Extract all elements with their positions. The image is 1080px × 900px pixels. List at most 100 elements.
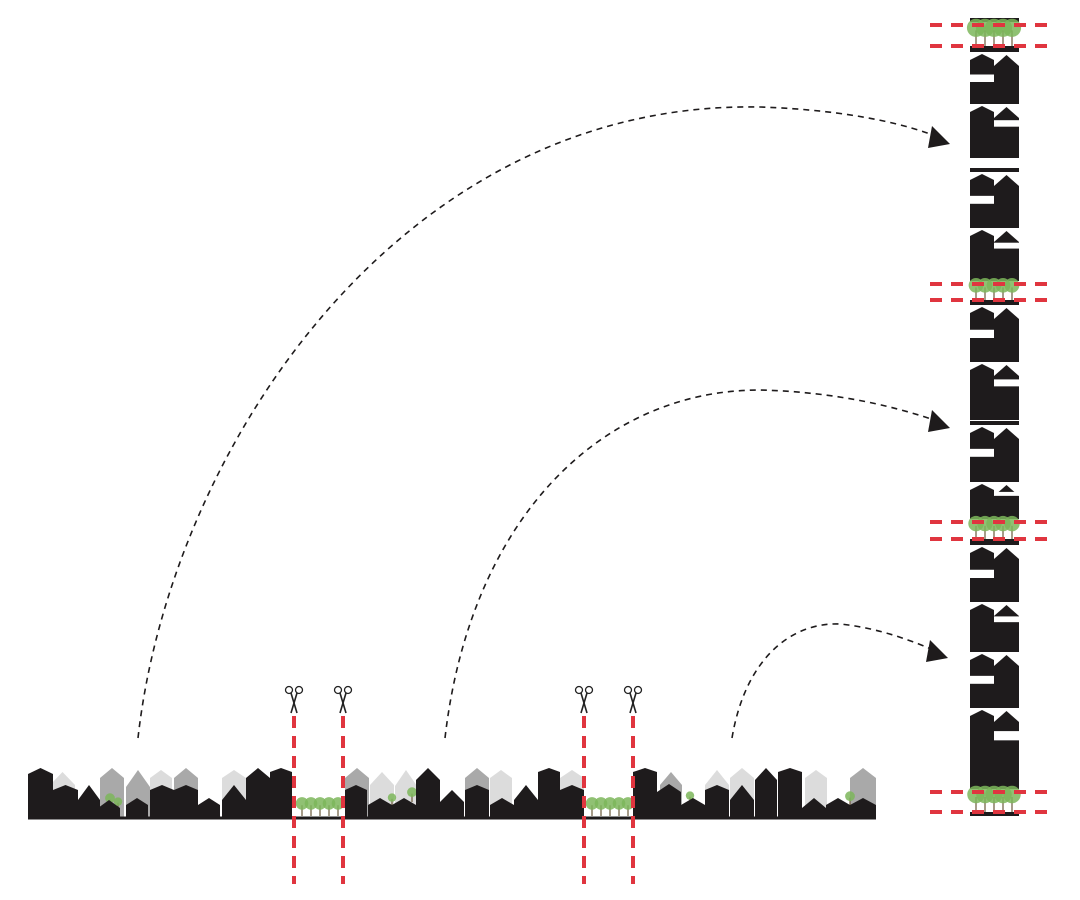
- stacked-building: [994, 231, 1019, 277]
- dark-building: [53, 785, 78, 818]
- tree-canopy: [105, 793, 115, 804]
- tree-canopy: [594, 797, 608, 810]
- dark-building: [28, 768, 53, 818]
- stacked-building: [994, 55, 1019, 102]
- tree-canopy: [407, 787, 417, 798]
- facade-void: [970, 74, 994, 82]
- dark-building: [174, 785, 198, 818]
- facade-void: [994, 731, 1019, 741]
- scissors-handle: [633, 685, 643, 695]
- dark-building: [345, 785, 367, 818]
- stacked-building: [994, 308, 1019, 360]
- floor-slab: [970, 421, 1019, 425]
- dark-building: [98, 800, 120, 818]
- dark-building: [198, 798, 220, 818]
- tree-canopy: [304, 797, 318, 810]
- facade-void: [994, 379, 1019, 387]
- vertical-cut-lines: [284, 685, 643, 884]
- tree-canopy: [1004, 515, 1020, 532]
- facade-void: [994, 242, 1019, 249]
- floor-slab: [970, 224, 1019, 228]
- dark-building: [633, 768, 657, 818]
- curved-arrow-path: [137, 106, 941, 739]
- tree-canopy: [322, 797, 336, 810]
- dark-building: [730, 785, 754, 818]
- dark-building: [78, 785, 100, 818]
- curved-arrows: [137, 106, 950, 739]
- scissors-icon: [574, 685, 594, 714]
- arrowhead-icon: [928, 410, 950, 432]
- curved-arrow-path: [731, 623, 939, 739]
- stacked-building: [994, 485, 1019, 515]
- stacked-building: [970, 710, 994, 785]
- dark-building: [126, 798, 148, 818]
- scissors-handle: [343, 685, 353, 695]
- tree-canopy: [295, 797, 309, 810]
- facade-void: [970, 195, 994, 204]
- scissors-handle: [574, 685, 584, 695]
- dark-building: [490, 798, 514, 818]
- facade-void: [970, 569, 994, 578]
- floor-slab: [970, 358, 1019, 362]
- stacked-building: [994, 428, 1019, 478]
- scissors-handle: [623, 685, 633, 695]
- tree-canopy: [1003, 785, 1021, 804]
- scissors-blade: [629, 692, 637, 714]
- dark-building: [826, 798, 850, 818]
- facade-void: [970, 675, 994, 684]
- stacked-building: [994, 711, 1019, 785]
- facade-void: [994, 616, 1019, 623]
- dark-building: [560, 785, 584, 818]
- dark-building: [778, 768, 802, 818]
- scissors-handle: [584, 685, 594, 695]
- facade-void: [994, 120, 1019, 127]
- dark-building: [368, 798, 392, 818]
- dark-building: [514, 785, 538, 818]
- tree-canopy: [603, 797, 617, 810]
- stacked-building: [970, 604, 994, 650]
- dark-building: [802, 798, 826, 818]
- dark-building: [681, 798, 705, 818]
- dark-building: [465, 785, 489, 818]
- floor-slab: [970, 704, 1019, 708]
- tree-canopy: [313, 797, 327, 810]
- dark-building: [538, 768, 560, 818]
- stacked-building: [994, 605, 1019, 650]
- dark-building: [222, 785, 246, 818]
- tree-canopy: [1004, 277, 1020, 293]
- stacked-building: [994, 107, 1019, 158]
- tree-canopy: [612, 797, 626, 810]
- facade-void: [970, 448, 994, 457]
- stacked-building: [970, 230, 994, 277]
- scissors-handle: [284, 685, 294, 695]
- tree-canopy: [387, 793, 397, 802]
- stacked-vertical-tower: [930, 18, 1056, 816]
- floor-slab: [970, 598, 1019, 602]
- scissors-icon: [623, 685, 643, 714]
- floor-slab: [970, 648, 1019, 652]
- tree-canopy: [585, 797, 599, 810]
- stacked-building: [994, 365, 1019, 420]
- tree-canopy: [685, 791, 695, 800]
- dark-building: [416, 768, 440, 818]
- dark-building: [270, 768, 292, 818]
- tree-canopy: [845, 791, 855, 802]
- floor-slab: [970, 478, 1019, 482]
- dark-building: [246, 768, 270, 818]
- facade-void: [994, 491, 1019, 496]
- scissors-icon: [333, 685, 353, 714]
- stacked-building: [970, 484, 994, 515]
- stacked-building: [994, 655, 1019, 705]
- scissors-icon: [284, 685, 304, 714]
- dark-building: [150, 785, 174, 818]
- horizontal-city-strip: [28, 768, 876, 820]
- stacked-building: [994, 548, 1019, 600]
- stacked-building: [970, 364, 994, 420]
- tree-canopy: [1002, 18, 1022, 37]
- scissors-handle: [333, 685, 343, 695]
- dark-building: [440, 790, 464, 818]
- dark-building: [392, 798, 416, 818]
- scissors-handle: [294, 685, 304, 695]
- arrowhead-icon: [928, 126, 950, 148]
